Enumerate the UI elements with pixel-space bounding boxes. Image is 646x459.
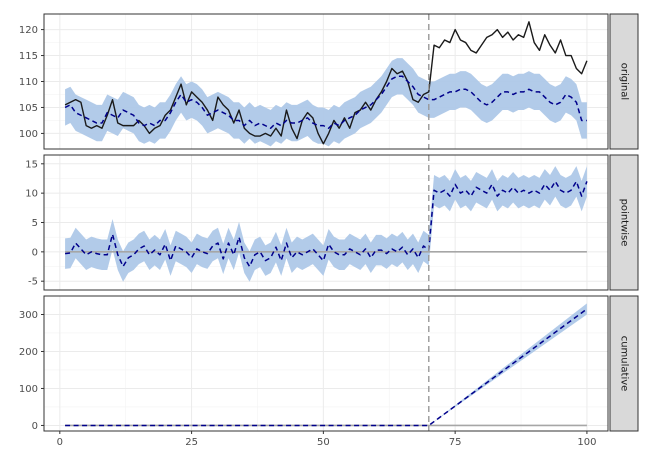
- y-tick-label: 115: [19, 51, 38, 62]
- x-tick-label: 50: [317, 437, 330, 448]
- panel-original: 100 105 110 115 120 original: [19, 13, 639, 150]
- prediction-series-line: [64, 75, 587, 129]
- facet-strip: [609, 295, 639, 432]
- facet-strip: [609, 154, 639, 291]
- y-tick-label: 10: [25, 189, 38, 200]
- y-tick-label: -5: [28, 277, 38, 288]
- panel-pointwise: -5 0 5 10 15 pointwise: [25, 154, 639, 291]
- x-tick-label: 0: [57, 437, 63, 448]
- panel-border: [43, 295, 609, 432]
- y-tick-label: 0: [32, 247, 38, 258]
- facet-strip-label: original: [619, 63, 630, 100]
- panel-background: [44, 296, 608, 431]
- confidence-band: [65, 166, 587, 282]
- y-tick-label: 100: [19, 384, 38, 395]
- confidence-band: [428, 303, 587, 426]
- panel-cumulative: 0 100 200 300 cumulative: [19, 295, 639, 432]
- facet-strip-label: cumulative: [619, 336, 630, 392]
- x-axis: 0 25 50 75 100: [57, 431, 596, 448]
- y-tick-label: 0: [32, 421, 38, 432]
- facet-strip-label: pointwise: [619, 199, 630, 247]
- actual-series-line: [64, 21, 588, 145]
- y-tick-label: 200: [19, 347, 38, 358]
- prediction-series-line: [65, 308, 588, 427]
- y-tick-label: 105: [19, 103, 38, 114]
- y-tick-label: 15: [25, 159, 38, 170]
- confidence-band: [65, 58, 587, 147]
- y-tick-label: 300: [19, 310, 38, 321]
- x-tick-label: 100: [577, 437, 596, 448]
- x-tick-label: 75: [449, 437, 462, 448]
- y-tick-label: 5: [32, 218, 38, 229]
- facet-strip: [609, 13, 639, 150]
- y-tick-label: 100: [19, 129, 38, 140]
- y-tick-label: 120: [19, 25, 38, 36]
- y-tick-label: 110: [19, 77, 38, 88]
- x-tick-label: 25: [185, 437, 198, 448]
- prediction-series-line: [64, 180, 588, 268]
